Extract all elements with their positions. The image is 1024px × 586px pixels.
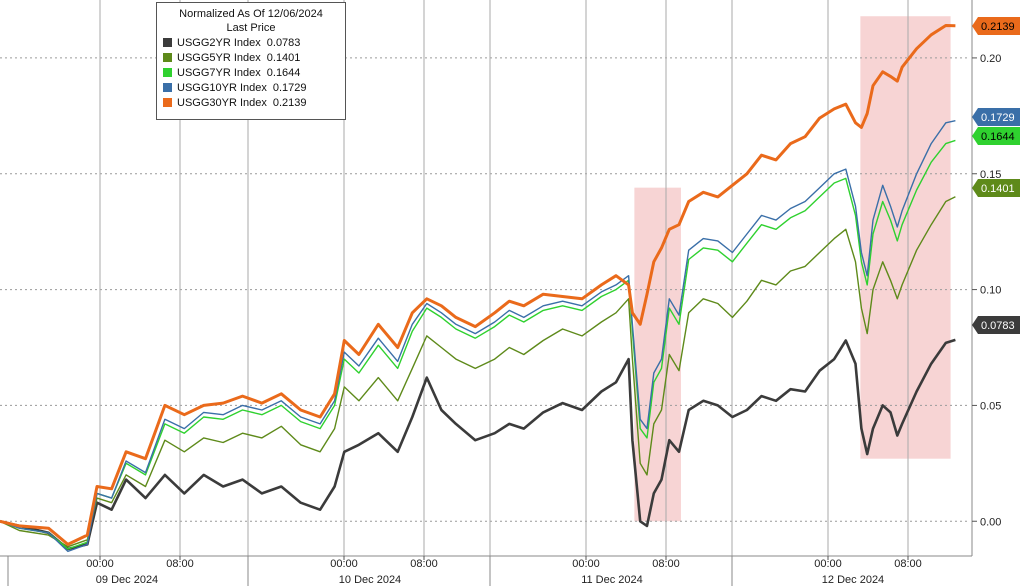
last-value-tag xyxy=(972,108,1020,126)
legend-subtitle: Last Price xyxy=(226,22,276,34)
legend-series-value: 0.1729 xyxy=(272,81,307,94)
legend-entry: USGG5YR Index 0.1401 xyxy=(163,50,339,65)
y-tick-label: 0.10 xyxy=(980,285,1001,297)
highlight-zones xyxy=(634,16,951,522)
x-day-label: 09 Dec 2024 xyxy=(96,574,158,586)
last-value-label: 0.0783 xyxy=(981,320,1015,332)
y-tick-label: 0.00 xyxy=(980,516,1001,528)
y-tick-label: 0.20 xyxy=(980,53,1001,65)
legend-title: Normalized As Of 12/06/2024 xyxy=(179,8,323,20)
x-tick-label: 00:00 xyxy=(814,558,842,570)
legend-series-value: 0.2139 xyxy=(272,96,307,109)
series-line xyxy=(0,196,956,548)
last-value-label: 0.2139 xyxy=(981,21,1015,33)
x-day-label: 12 Dec 2024 xyxy=(822,574,884,586)
legend-entry: USGG10YR Index 0.1729 xyxy=(163,80,339,95)
last-value-tags: 0.0783 0.1401 0.1644 0.1729 0.2139 xyxy=(972,17,1020,334)
x-tick-label: 00:00 xyxy=(86,558,114,570)
highlight-zone xyxy=(860,16,951,459)
legend-series-name: USGG7YR Index xyxy=(177,66,261,79)
last-value-label: 0.1401 xyxy=(981,183,1015,195)
x-tick-label: 00:00 xyxy=(572,558,600,570)
x-tick-label: 08:00 xyxy=(894,558,922,570)
series-line xyxy=(0,338,956,551)
series-line xyxy=(0,24,956,546)
last-value-tag xyxy=(972,17,1020,35)
series-line xyxy=(0,120,956,553)
legend-series-name: USGG2YR Index xyxy=(177,36,261,49)
legend-series-name: USGG10YR Index xyxy=(177,81,267,94)
legend: Normalized As Of 12/06/2024 Last Price U… xyxy=(156,2,346,120)
x-day-label: 11 Dec 2024 xyxy=(581,574,643,586)
legend-swatch xyxy=(163,83,172,92)
legend-swatch xyxy=(163,53,172,62)
legend-series-value: 0.1644 xyxy=(266,66,301,79)
last-value-tag xyxy=(972,127,1020,145)
x-axis: 00:00 08:00 00:00 08:00 00:00 08:00 00:00 08:00… xyxy=(0,555,972,586)
series-lines xyxy=(0,24,956,553)
legend-series-value: 0.0783 xyxy=(266,36,301,49)
legend-swatch xyxy=(163,38,172,47)
series-line xyxy=(0,139,956,550)
legend-series-name: USGG30YR Index xyxy=(177,96,267,109)
legend-swatch xyxy=(163,68,172,77)
x-tick-label: 08:00 xyxy=(410,558,438,570)
y-tick-label: 0.15 xyxy=(980,169,1001,181)
y-axis: 0.00 0.05 0.10 0.15 0.20 xyxy=(971,0,1001,556)
y-tick-label: 0.05 xyxy=(980,400,1001,412)
last-value-label: 0.1644 xyxy=(981,131,1015,143)
last-value-tag xyxy=(972,179,1020,197)
highlight-zone xyxy=(634,187,681,522)
legend-series-name: USGG5YR Index xyxy=(177,51,261,64)
last-value-label: 0.1729 xyxy=(981,112,1015,124)
legend-entry: USGG2YR Index 0.0783 xyxy=(163,35,339,50)
x-tick-label: 08:00 xyxy=(652,558,680,570)
legend-swatch xyxy=(163,98,172,107)
legend-entry: USGG7YR Index 0.1644 xyxy=(163,65,339,80)
legend-series-value: 0.1401 xyxy=(266,51,301,64)
x-day-label: 10 Dec 2024 xyxy=(339,574,401,586)
legend-entry: USGG30YR Index 0.2139 xyxy=(163,95,339,110)
x-tick-label: 00:00 xyxy=(330,558,358,570)
x-tick-label: 08:00 xyxy=(166,558,194,570)
last-value-tag xyxy=(972,316,1020,334)
